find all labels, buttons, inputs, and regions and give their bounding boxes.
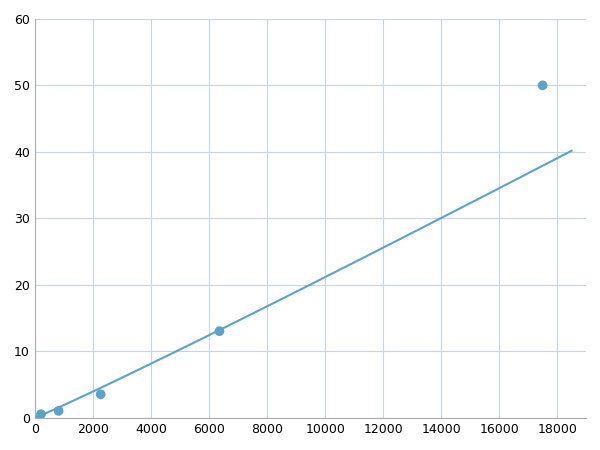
Point [215,328,224,335]
Point [36,411,46,418]
Point [538,82,547,89]
Point [54,407,64,414]
Point [96,391,106,398]
